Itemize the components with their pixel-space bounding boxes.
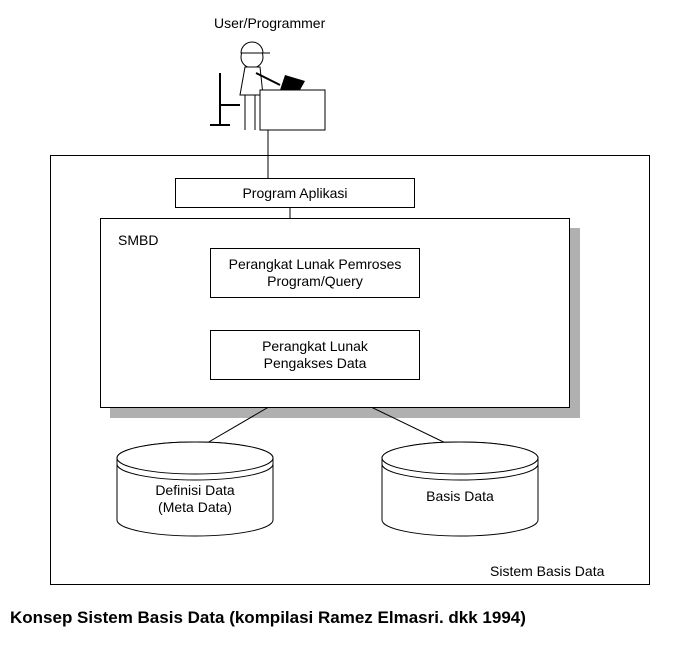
meta-line2: (Meta Data)	[115, 499, 275, 516]
app-box-text: Program Aplikasi	[242, 185, 347, 201]
access-text-2: Pengakses Data	[264, 355, 367, 372]
app-box: Program Aplikasi	[175, 178, 415, 208]
cylinder-metadata-label: Definisi Data (Meta Data)	[115, 482, 275, 516]
access-box: Perangkat Lunak Pengakses Data	[210, 330, 420, 380]
figure-caption: Konsep Sistem Basis Data (kompilasi Rame…	[10, 608, 526, 628]
processor-text-2: Program/Query	[267, 273, 363, 290]
access-text-1: Perangkat Lunak	[262, 338, 368, 355]
system-box-label: Sistem Basis Data	[490, 563, 604, 579]
smbd-label: SMBD	[118, 232, 158, 248]
processor-text-1: Perangkat Lunak Pemroses	[229, 256, 402, 273]
meta-line1: Definisi Data	[115, 482, 275, 499]
cylinder-basisdata-label: Basis Data	[380, 488, 540, 504]
processor-box: Perangkat Lunak Pemroses Program/Query	[210, 248, 420, 298]
diagram-canvas: User/Programmer SMBD P	[10, 10, 688, 635]
